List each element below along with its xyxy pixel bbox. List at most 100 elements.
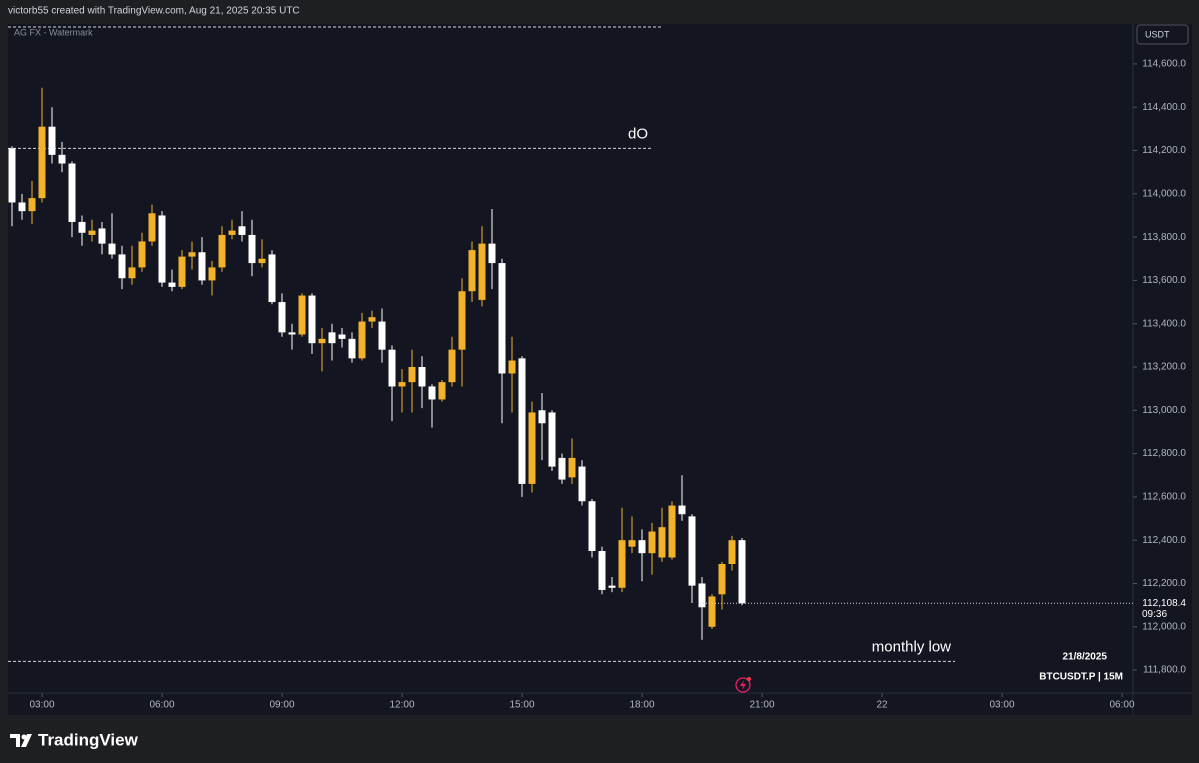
candle-body	[498, 263, 506, 374]
candle-body	[378, 321, 386, 350]
symbol: BTCUSDT.P | 15M	[1039, 672, 1123, 683]
candle-body	[248, 234, 256, 264]
y-tick-label: 114,200.0	[1142, 145, 1186, 156]
y-tick-label: 112,400.0	[1142, 535, 1186, 546]
candle-body	[408, 366, 416, 383]
y-tick-label: 113,600.0	[1142, 275, 1186, 286]
candle-body	[208, 267, 216, 281]
candle-body	[188, 252, 196, 257]
candle-body	[398, 382, 406, 387]
candle-body	[678, 505, 686, 515]
candle-body	[168, 282, 176, 287]
candle-body	[738, 540, 746, 604]
candle-body	[648, 531, 656, 554]
candle-body	[588, 501, 596, 551]
candle-body	[658, 527, 666, 558]
brand-logo[interactable]: TradingView	[10, 730, 139, 749]
candle-body	[308, 295, 316, 344]
candle-body	[178, 256, 186, 287]
candle-body	[68, 163, 76, 222]
candle-body	[388, 349, 396, 387]
y-tick-label: 112,600.0	[1142, 492, 1186, 503]
x-tick-label: 21:00	[749, 700, 774, 711]
candle-body	[148, 213, 156, 242]
logo-mark-b[interactable]	[21, 734, 32, 747]
candle-body	[298, 295, 306, 335]
watermark: AG FX - Watermark	[14, 27, 93, 37]
candle-body	[128, 267, 136, 279]
candle-body	[608, 585, 616, 588]
event-icon-ring[interactable]	[735, 677, 751, 693]
y-tick-label: 112,800.0	[1142, 448, 1186, 459]
currency[interactable]: USDT	[1145, 29, 1170, 39]
candle-body	[318, 338, 326, 344]
candle-body	[538, 410, 546, 424]
event-icon-bolt[interactable]	[740, 680, 746, 690]
x-tick-label: 12:00	[389, 700, 414, 711]
candle-body	[458, 291, 466, 350]
y-tick-label: 113,000.0	[1142, 405, 1186, 416]
y-tick-label: 114,000.0	[1142, 188, 1186, 199]
candle-body	[48, 126, 56, 155]
x-tick-label: 03:00	[989, 700, 1014, 711]
candle-body	[228, 230, 236, 235]
event-icon[interactable]	[735, 677, 751, 693]
candle-body	[698, 583, 706, 608]
candle-body	[358, 321, 366, 359]
brand[interactable]: TradingView	[38, 730, 139, 749]
y-tick-label: 113,200.0	[1142, 362, 1186, 373]
candle-body	[218, 234, 226, 268]
candle-body	[198, 252, 206, 281]
candle-body	[278, 302, 286, 333]
candle-body	[708, 596, 716, 627]
y-tick-label: 113,400.0	[1142, 318, 1186, 329]
logo-mark-a[interactable]	[10, 734, 20, 747]
candle-body	[728, 540, 736, 564]
candle-body	[578, 466, 586, 502]
candle-body	[618, 540, 626, 588]
candle-body	[688, 516, 696, 586]
currency-box[interactable]	[1136, 24, 1189, 45]
candle-body	[568, 457, 576, 478]
candle-body	[8, 148, 16, 203]
candle-body	[448, 349, 456, 383]
candle-body	[428, 386, 436, 400]
y-tick-label: 111,800.0	[1143, 665, 1186, 676]
y-tick-label: 112,000.0	[1142, 621, 1186, 632]
candle-body	[38, 126, 46, 199]
y-tick-label: 114,600.0	[1142, 59, 1186, 70]
x-tick-label: 09:00	[269, 700, 294, 711]
candle-body	[418, 366, 426, 387]
candle-body	[668, 505, 676, 558]
event-icon-dot[interactable]	[747, 677, 751, 681]
candle-body	[158, 215, 166, 283]
candle-body	[438, 382, 446, 400]
candle-body	[98, 228, 106, 244]
candle-body	[108, 243, 116, 255]
x-tick-label: 15:00	[509, 700, 534, 711]
candle-body	[328, 332, 336, 344]
candle-body	[258, 258, 266, 264]
x-tick-label: 03:00	[29, 700, 54, 711]
candle-body	[288, 332, 296, 335]
candle-body	[638, 540, 646, 554]
y-tick-label: 112,200.0	[1142, 578, 1186, 589]
candle-body	[58, 154, 66, 164]
countdown: 09:36	[1142, 609, 1167, 620]
candle-body	[488, 243, 496, 264]
candle-body	[78, 221, 86, 233]
candle-body	[468, 250, 476, 292]
candle-body	[508, 360, 516, 374]
candle-body	[238, 226, 246, 235]
candle-body	[18, 202, 26, 212]
candle-body	[558, 457, 566, 480]
last-price-label: 112,108.4	[1142, 598, 1186, 609]
candle-body	[118, 254, 126, 279]
candle-body	[28, 198, 36, 212]
y-tick-label: 114,400.0	[1142, 102, 1186, 113]
chart-panel	[8, 24, 1192, 715]
date-label: 21/8/2025	[1063, 652, 1108, 663]
candle-body	[348, 338, 356, 359]
last-price-box	[1135, 595, 1192, 622]
